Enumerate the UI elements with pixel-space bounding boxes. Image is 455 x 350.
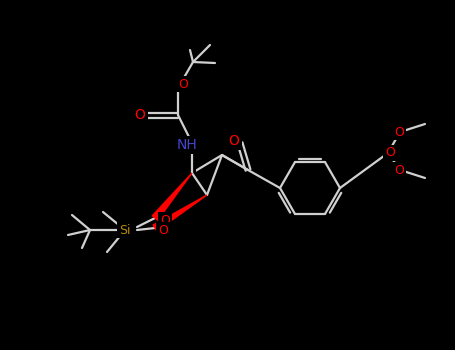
Text: Si: Si <box>119 224 131 237</box>
Text: O: O <box>158 224 168 237</box>
Text: O: O <box>228 134 239 148</box>
Text: NH: NH <box>177 138 197 152</box>
Text: O: O <box>178 77 188 91</box>
Text: O: O <box>160 214 170 226</box>
Text: O: O <box>394 163 404 176</box>
Text: O: O <box>135 108 146 122</box>
Text: O: O <box>394 126 404 139</box>
Text: O: O <box>385 147 395 160</box>
Polygon shape <box>152 173 192 220</box>
Polygon shape <box>153 195 207 231</box>
